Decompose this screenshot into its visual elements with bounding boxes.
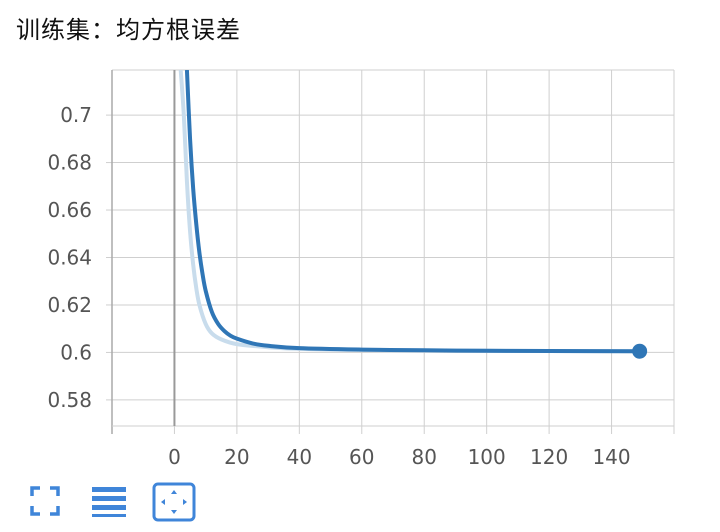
x-tick-label: 140: [592, 445, 630, 469]
y-tick-label: 0.7: [60, 103, 92, 127]
chart-title: 训练集：均方根误差: [16, 16, 241, 44]
list-icon: [92, 487, 126, 517]
x-tick-label: 40: [287, 445, 312, 469]
x-tick-label: 80: [411, 445, 436, 469]
x-tick-label: 20: [224, 445, 249, 469]
y-tick-label: 0.68: [47, 151, 92, 175]
fullscreen-button[interactable]: [28, 484, 62, 518]
series-line-raw: [178, 70, 640, 354]
series-line-smoothed: [184, 70, 640, 354]
fit-to-data-icon: [152, 482, 196, 522]
y-tick-label: 0.64: [47, 245, 92, 269]
y-tick-label: 0.58: [47, 388, 92, 412]
y-tick-label: 0.62: [47, 293, 92, 317]
y-tick-label: 0.66: [47, 198, 92, 222]
toggle-data-table-button[interactable]: [90, 484, 128, 518]
fullscreen-icon: [30, 486, 60, 516]
x-tick-label: 100: [468, 445, 506, 469]
x-tick-label: 0: [168, 445, 181, 469]
y-tick-label: 0.6: [60, 340, 92, 364]
line-chart: 0.58 0.6 0.62 0.64 0.66 0.68 0.7 0 20 40 60 80 100 12…: [47, 69, 675, 469]
fit-domain-button[interactable]: [152, 482, 196, 522]
last-point-marker: [632, 343, 648, 359]
x-tick-label: 60: [349, 445, 374, 469]
x-tick-label: 120: [530, 445, 568, 469]
